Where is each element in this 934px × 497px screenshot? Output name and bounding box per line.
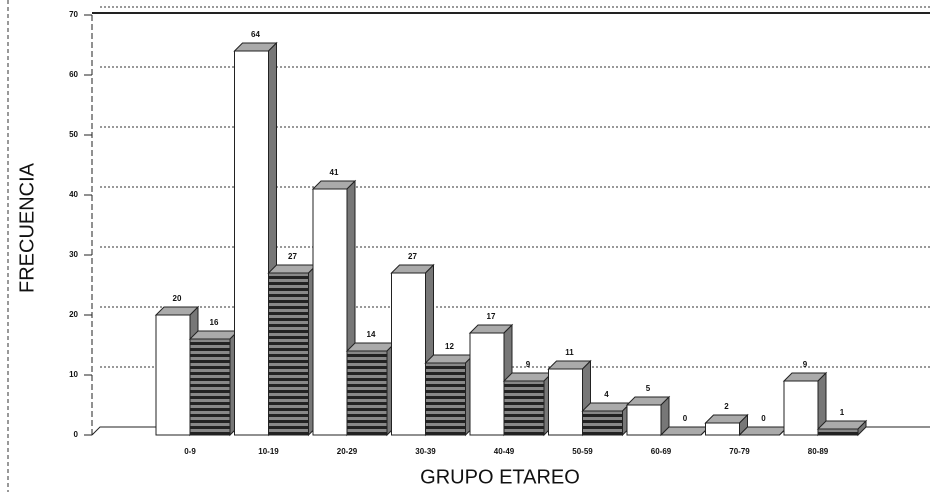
bar: [268, 272, 309, 436]
bar: [783, 380, 819, 436]
y-axis-label: FRECUENCIA: [16, 162, 38, 293]
bar: [503, 380, 545, 436]
y-tick-label: 0: [74, 430, 79, 439]
bar: [548, 368, 583, 436]
bar: [469, 332, 505, 436]
data-label: 0: [683, 414, 688, 423]
bar: [425, 362, 466, 436]
data-label: 5: [646, 384, 651, 393]
x-tick-label: 0-9: [184, 447, 196, 456]
x-tick-label: 20-29: [337, 447, 358, 456]
data-label: 9: [803, 360, 808, 369]
data-label: 16: [210, 318, 219, 327]
y-tick-label: 10: [69, 370, 78, 379]
bar: [346, 350, 388, 436]
y-tick-label: 50: [69, 130, 78, 139]
data-label: 1: [840, 408, 845, 417]
x-tick-label: 40-49: [494, 447, 515, 456]
x-tick-label: 70-79: [729, 447, 750, 456]
data-label: 9: [526, 360, 531, 369]
data-label: 4: [604, 390, 609, 399]
x-tick-label: 30-39: [415, 447, 436, 456]
data-label: 41: [330, 168, 339, 177]
bar-side: [857, 419, 867, 437]
data-label: 12: [445, 342, 454, 351]
x-axis-label: GRUPO ETAREO: [420, 466, 580, 488]
bar: [155, 314, 191, 436]
y-tick-label: 40: [69, 190, 78, 199]
y-tick-label: 60: [69, 70, 78, 79]
data-label: 27: [288, 252, 297, 261]
bar: [582, 410, 623, 436]
bar: [312, 188, 348, 436]
bar: [626, 404, 662, 436]
data-label: 64: [251, 30, 260, 39]
data-label: 20: [173, 294, 182, 303]
bar: [705, 422, 740, 436]
data-label: 17: [487, 312, 496, 321]
y-tick-label: 20: [69, 310, 78, 319]
y-tick-label: 30: [69, 250, 78, 259]
x-tick-label: 80-89: [808, 447, 829, 456]
x-tick-label: 60-69: [651, 447, 672, 456]
bar: [234, 50, 269, 436]
data-label: 2: [724, 402, 729, 411]
data-label: 27: [408, 252, 417, 261]
x-tick-label: 10-19: [258, 447, 279, 456]
bar: [391, 272, 426, 436]
data-label: 14: [367, 330, 376, 339]
bar: [817, 428, 859, 436]
data-label: 0: [761, 414, 766, 423]
y-tick-label: 70: [69, 10, 78, 19]
plot: 0102030405060700-9201610-19642720-294114…: [69, 6, 930, 456]
x-tick-label: 50-59: [572, 447, 593, 456]
data-label: 11: [565, 348, 574, 357]
bar: [189, 338, 231, 436]
